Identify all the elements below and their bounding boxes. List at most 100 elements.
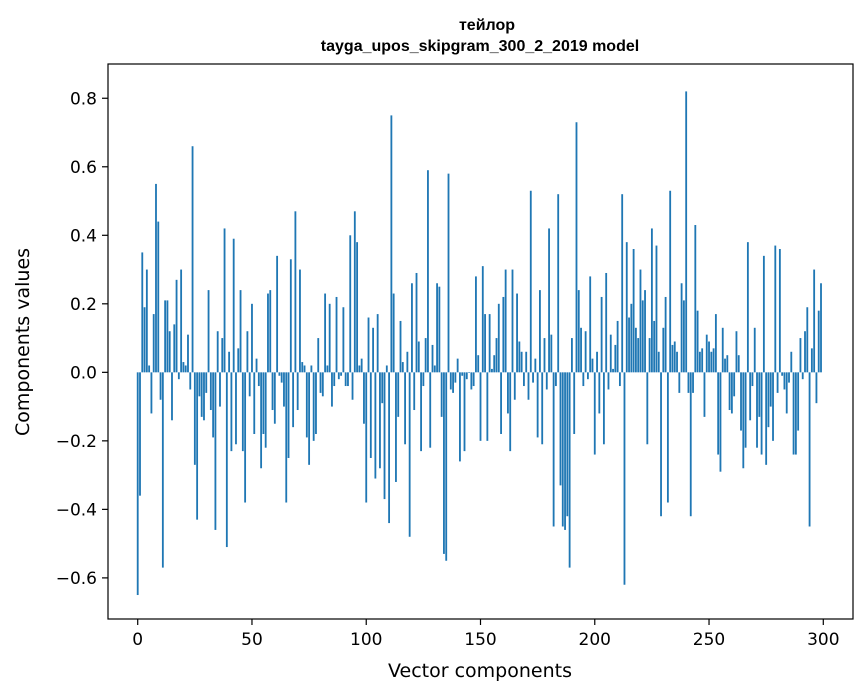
- bar-67: [289, 259, 292, 373]
- bar-17: [175, 279, 178, 373]
- bar-87: [335, 296, 338, 373]
- bar-84: [328, 303, 331, 373]
- bar-245: [696, 310, 699, 373]
- x-tick-label: 200: [579, 630, 611, 650]
- bar-103: [372, 327, 375, 373]
- bar-129: [431, 344, 434, 373]
- bar-223: [646, 372, 649, 445]
- bar-33: [212, 372, 215, 438]
- bar-14: [168, 331, 171, 373]
- bar-91: [344, 372, 347, 387]
- bar-81: [321, 372, 324, 397]
- bar-5: [148, 365, 151, 373]
- bar-176: [539, 290, 541, 373]
- bar-263: [737, 355, 740, 373]
- bar-205: [605, 272, 608, 373]
- bar-290: [799, 338, 802, 373]
- bar-60: [273, 372, 276, 424]
- x-tick-label: 150: [464, 630, 496, 650]
- bar-255: [719, 372, 722, 472]
- bar-185: [559, 372, 562, 486]
- bar-282: [781, 372, 784, 376]
- bar-97: [358, 365, 361, 373]
- bar-178: [543, 338, 546, 373]
- bar-78: [315, 372, 317, 434]
- bar-260: [730, 372, 733, 414]
- bar-108: [383, 372, 386, 500]
- bar-197: [586, 372, 589, 380]
- bar-192: [575, 122, 578, 373]
- bar-209: [614, 344, 617, 373]
- bar-164: [511, 269, 514, 373]
- bar-298: [817, 310, 820, 373]
- bar-264: [740, 372, 742, 431]
- bar-128: [429, 372, 432, 448]
- bar-210: [616, 320, 619, 373]
- bar-149: [477, 355, 480, 373]
- bar-213: [623, 372, 626, 585]
- bar-287: [792, 372, 795, 455]
- bar-239: [682, 300, 685, 373]
- chart-subtitle: tayga_upos_skipgram_300_2_2019 model: [321, 38, 639, 55]
- y-axis-ticks: −0.6 −0.4 −0.2 0.0 0.2 0.4 0.6 0.8: [56, 89, 108, 589]
- bar-49: [248, 372, 251, 397]
- bar-296: [813, 269, 816, 373]
- bar-269: [751, 372, 754, 387]
- bar-235: [673, 341, 676, 373]
- bar-286: [790, 351, 793, 373]
- bar-158: [497, 303, 500, 373]
- bar-241: [687, 372, 690, 393]
- bar-139: [454, 372, 457, 383]
- y-axis-label: Components values: [12, 248, 34, 436]
- bar-230: [662, 327, 665, 373]
- bar-251: [710, 351, 713, 373]
- bar-120: [411, 283, 413, 373]
- bar-203: [600, 296, 603, 373]
- bar-211: [618, 372, 621, 387]
- bar-250: [708, 341, 710, 373]
- bar-247: [701, 348, 704, 373]
- bar-99: [363, 372, 365, 424]
- bar-208: [612, 368, 614, 373]
- bar-90: [342, 307, 345, 373]
- x-tick-label: 0: [132, 630, 143, 650]
- bar-113: [395, 372, 397, 482]
- bar-288: [794, 372, 797, 455]
- bar-100: [365, 372, 368, 503]
- bar-83: [326, 365, 329, 373]
- bar-71: [299, 269, 301, 373]
- bar-195: [582, 372, 585, 387]
- bar-63: [280, 372, 283, 383]
- bar-52: [255, 358, 258, 373]
- bar-170: [525, 351, 528, 373]
- bar-57: [267, 293, 269, 373]
- x-axis-ticks: 0 50 100 150 200 250 300: [132, 619, 840, 650]
- bars-group: [136, 91, 822, 596]
- bar-289: [797, 372, 800, 431]
- bar-89: [340, 372, 343, 376]
- bar-186: [561, 372, 564, 527]
- bar-227: [655, 245, 658, 373]
- bar-130: [433, 365, 436, 373]
- bar-253: [714, 314, 717, 373]
- bar-125: [422, 372, 425, 387]
- bar-157: [495, 338, 498, 373]
- bar-50: [251, 303, 253, 373]
- bar-24: [191, 146, 194, 373]
- bar-204: [602, 372, 605, 445]
- bar-244: [694, 225, 697, 373]
- bar-132: [438, 286, 441, 373]
- bar-271: [756, 372, 758, 448]
- bar-74: [305, 372, 308, 438]
- y-tick-label: 0.6: [70, 158, 97, 178]
- y-tick-label: −0.2: [56, 432, 97, 452]
- bar-65: [285, 372, 288, 503]
- bar-0: [136, 372, 139, 596]
- y-tick-label: −0.6: [56, 569, 97, 589]
- bar-86: [333, 372, 336, 387]
- bar-283: [783, 372, 786, 390]
- bar-136: [447, 173, 450, 373]
- bar-119: [408, 372, 411, 537]
- bar-236: [676, 351, 678, 373]
- bar-214: [625, 242, 628, 373]
